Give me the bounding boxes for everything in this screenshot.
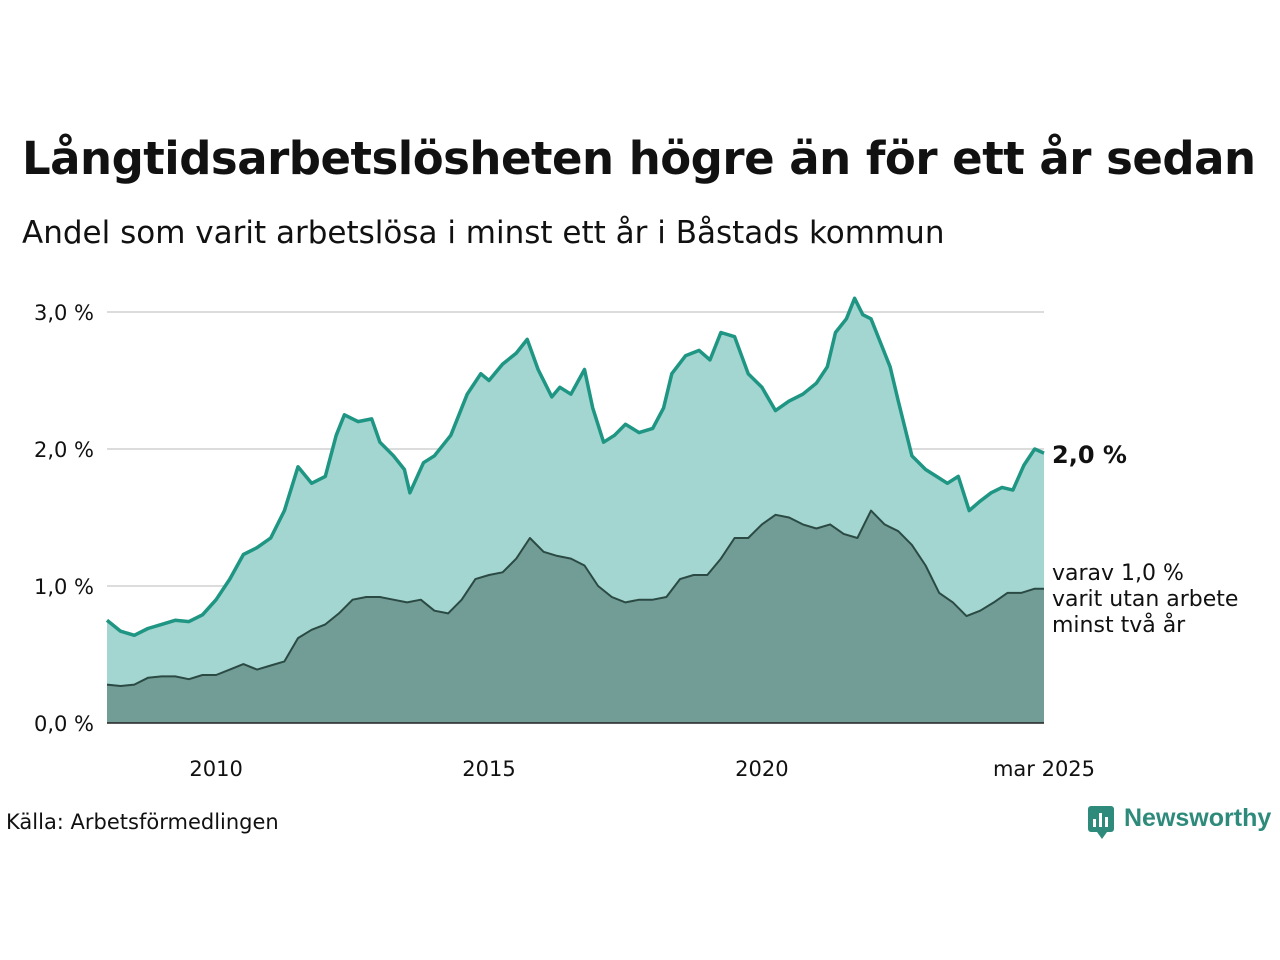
source-note: Källa: Arbetsförmedlingen — [6, 810, 279, 834]
y-tick-label: 0,0 % — [34, 712, 94, 736]
line-long-term-series — [106, 509, 1044, 687]
x-tick-label: 2015 — [462, 757, 515, 781]
y-tick-label: 3,0 % — [34, 301, 94, 325]
x-tick-label: mar 2025 — [993, 757, 1095, 781]
chart-subtitle: Andel som varit arbetslösa i minst ett å… — [22, 215, 945, 251]
end-value-label: 2,0 % — [1052, 441, 1127, 469]
sub-label-line-1: varav 1,0 % — [1052, 561, 1184, 586]
area-long-term-series — [107, 510, 1044, 723]
x-tick-label: 2020 — [735, 757, 788, 781]
sub-label-line-2: varit utan arbete — [1052, 587, 1238, 612]
newsworthy-logo-icon — [1088, 805, 1114, 839]
y-tick-label: 1,0 % — [34, 575, 94, 599]
line-total-series — [105, 296, 1045, 638]
brand-name: Newsworthy — [1124, 804, 1272, 832]
x-tick-label: 2010 — [189, 757, 242, 781]
sub-label-line-3: minst två år — [1052, 612, 1186, 638]
chart-title: Långtidsarbetslösheten högre än för ett … — [22, 132, 1256, 185]
brand-logo: Newsworthy — [1088, 804, 1272, 839]
y-tick-label: 2,0 % — [34, 438, 94, 462]
